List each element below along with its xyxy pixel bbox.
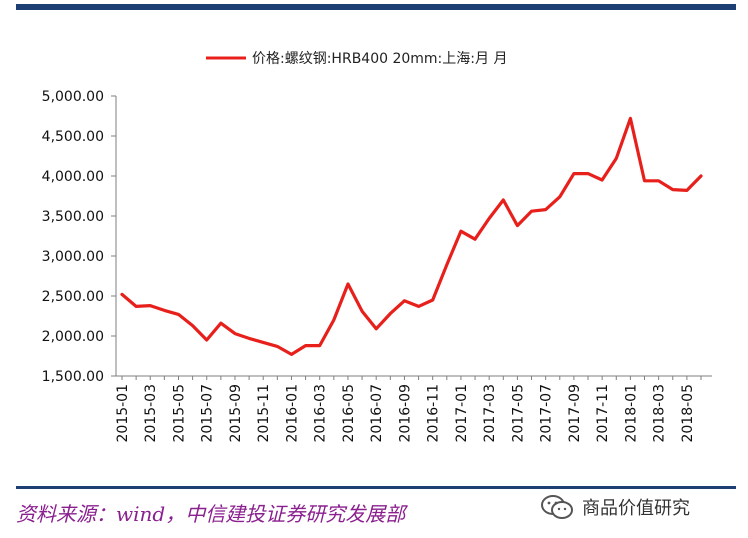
data-point (431, 298, 434, 302)
top-rule (16, 4, 736, 10)
data-point (290, 353, 293, 356)
x-tick-label: 2016-07 (369, 384, 385, 443)
x-tick-label: 2016-05 (341, 384, 357, 443)
data-point (586, 172, 590, 175)
y-tick-label: 3,500.00 (42, 209, 104, 225)
data-point (657, 179, 660, 182)
x-tick-label: 2015-07 (200, 384, 216, 443)
y-tick-label: 3,000.00 (42, 249, 104, 265)
data-point (516, 224, 519, 227)
x-tick-label: 2015-11 (256, 384, 272, 443)
series-line (120, 116, 703, 356)
x-tick-label: 2017-01 (454, 384, 470, 443)
data-point (177, 313, 180, 316)
data-point (219, 322, 223, 325)
x-tick-label: 2015-01 (115, 384, 131, 443)
data-point (643, 179, 646, 182)
data-point (374, 327, 378, 330)
data-point (502, 198, 505, 202)
data-point (262, 341, 265, 344)
x-tick-label: 2018-03 (652, 384, 668, 443)
data-point (685, 189, 689, 192)
y-axis-tick-labels: 5,000.00 4,500.00 4,000.00 3,500.00 3,000.00… (42, 89, 104, 385)
data-point (615, 157, 618, 160)
data-point (163, 309, 166, 312)
data-point (629, 117, 632, 120)
y-tick-label: 1,500.00 (42, 369, 104, 385)
source-note: 资料来源：wind，中信建投证券研究发展部 (16, 502, 406, 526)
data-point (558, 195, 561, 198)
data-point (360, 310, 364, 313)
data-point (247, 337, 251, 340)
x-tick-label: 2016-01 (284, 384, 300, 443)
data-point (332, 318, 336, 322)
watermark: 商品价值研究 (540, 494, 690, 520)
data-point (403, 299, 406, 302)
x-tick-label: 2017-05 (510, 384, 526, 443)
x-tick-label: 2018-01 (623, 384, 639, 443)
series-group (120, 116, 703, 356)
x-tick-label: 2017-11 (595, 384, 611, 443)
data-point (233, 332, 237, 335)
data-point (346, 282, 350, 286)
data-point (205, 338, 208, 342)
wechat-icon (541, 495, 573, 519)
data-point (544, 208, 547, 211)
y-tick-label: 5,000.00 (42, 89, 104, 105)
x-tick-label: 2016-11 (426, 384, 442, 443)
x-tick-label: 2015-05 (171, 384, 187, 443)
data-point (600, 178, 604, 182)
data-point (304, 344, 307, 347)
axes (111, 95, 712, 380)
y-tick-label: 4,500.00 (42, 129, 104, 145)
x-tick-label: 2017-09 (567, 384, 583, 443)
legend: 价格:螺纹钢:HRB400 20mm:上海:月 月 (206, 51, 507, 67)
data-point (318, 344, 321, 347)
data-point (149, 304, 152, 307)
data-point (487, 217, 491, 220)
x-tick-label: 2016-03 (313, 384, 329, 443)
data-point (699, 174, 703, 178)
data-point (671, 188, 674, 191)
watermark-text: 商品价值研究 (582, 498, 690, 519)
y-tick-label: 2,000.00 (42, 329, 104, 345)
data-point (473, 238, 477, 241)
x-tick-label: 2015-09 (228, 384, 244, 443)
bottom-rule (16, 486, 736, 489)
data-point (417, 305, 420, 308)
data-point (572, 172, 576, 175)
data-point (191, 324, 194, 327)
y-tick-label: 4,000.00 (42, 169, 104, 185)
line-chart: 价格:螺纹钢:HRB400 20mm:上海:月 月 5,000.00 4,500.… (42, 51, 712, 443)
legend-label: 价格:螺纹钢:HRB400 20mm:上海:月 月 (252, 51, 507, 67)
data-point (276, 345, 279, 348)
x-tick-label: 2016-09 (397, 384, 413, 443)
x-tick-label: 2018-05 (680, 384, 696, 443)
data-point (459, 230, 463, 233)
data-point (134, 305, 138, 308)
x-tick-label: 2017-07 (539, 384, 555, 443)
x-tick-label: 2017-03 (482, 384, 498, 443)
data-point (120, 293, 124, 296)
data-point (530, 210, 533, 213)
x-axis-tick-labels: 2015-01 2015-03 2015-05 2015-07 2015-09 2015-… (115, 384, 696, 443)
y-tick-label: 2,500.00 (42, 289, 104, 305)
data-point (445, 263, 449, 266)
data-point (389, 312, 392, 315)
x-tick-label: 2015-03 (143, 384, 159, 443)
